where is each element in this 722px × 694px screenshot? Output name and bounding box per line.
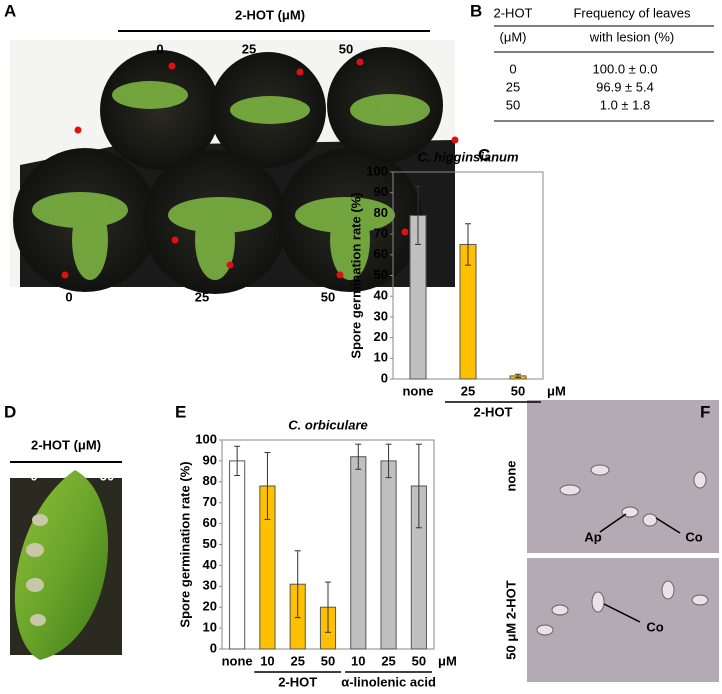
annotation: Ap [584, 529, 601, 544]
y-tick-label: 50 [203, 536, 217, 551]
table-cell: 50 [506, 97, 520, 112]
x-tick-label: 10 [260, 653, 274, 668]
unit-label: μM [438, 653, 457, 668]
y-tick-label: 70 [374, 226, 388, 241]
plant-photo [10, 40, 459, 294]
y-tick-label: 80 [374, 205, 388, 220]
unit-label: μM [547, 383, 566, 398]
y-tick-label: 10 [374, 350, 388, 365]
x-tick-label: 25 [381, 653, 395, 668]
table-header: with lesion (%) [589, 29, 675, 44]
panel-label: B [470, 1, 482, 20]
y-tick-label: 30 [203, 578, 217, 593]
bar [350, 456, 367, 650]
table-cell: 0 [509, 61, 516, 76]
panel-label: D [4, 402, 16, 421]
y-tick-label: 60 [203, 515, 217, 530]
table-cell: 25 [506, 79, 520, 94]
chart-title: C. orbiculare [288, 417, 367, 432]
x-tick-label: 50 [412, 653, 426, 668]
table-header: 2-HOT [494, 5, 533, 20]
dose-label: 25 [242, 41, 256, 56]
table-cell: 1.0 ± 1.8 [600, 97, 651, 112]
x-tick-label: 50 [511, 383, 525, 398]
x-tick-label: 50 [321, 653, 335, 668]
table-header: Frequency of leaves [573, 5, 691, 20]
annotation: Co [646, 619, 663, 634]
bar [380, 460, 397, 650]
dose-label: 50 [100, 468, 114, 483]
table-cell: 100.0 ± 0.0 [593, 61, 658, 76]
dose-label: 0 [156, 41, 163, 56]
x-tick-label: 25 [461, 383, 475, 398]
bar [229, 460, 246, 650]
panel-label: A [4, 1, 16, 20]
y-tick-label: 90 [374, 184, 388, 199]
y-tick-label: 40 [374, 288, 388, 303]
row-label: 50 μM 2-HOT [503, 580, 518, 660]
leaf-photo [10, 470, 122, 660]
y-tick-label: 30 [374, 308, 388, 323]
y-tick-label: 100 [366, 163, 388, 178]
dose-label: 50 [339, 41, 353, 56]
x-tick-label: 25 [290, 653, 304, 668]
y-tick-label: 50 [374, 267, 388, 282]
table-header: (μM) [500, 29, 527, 44]
x-tick-label: none [402, 383, 433, 398]
chart-title: C. higginsianum [417, 149, 519, 164]
y-tick-label: 20 [374, 329, 388, 344]
group-label: α-linolenic acid [341, 674, 436, 689]
dose-label: 0 [30, 468, 37, 483]
y-tick-label: 40 [203, 557, 217, 572]
panel-title: 2-HOT (μM) [31, 437, 101, 452]
y-tick-label: 90 [203, 452, 217, 467]
group-label: 2-HOT [278, 674, 317, 689]
dose-label: 25 [195, 289, 209, 304]
panel-label: E [175, 402, 186, 421]
y-tick-label: 60 [374, 246, 388, 261]
micrograph [527, 400, 719, 682]
y-tick-label: 70 [203, 494, 217, 509]
x-tick-label: none [222, 653, 253, 668]
y-tick-label: 20 [203, 599, 217, 614]
y-tick-label: 80 [203, 473, 217, 488]
dose-label: 50 [321, 289, 335, 304]
y-tick-label: 10 [203, 620, 217, 635]
table-cell: 96.9 ± 5.4 [596, 79, 654, 94]
panel-label: C [478, 145, 490, 164]
x-tick-label: 10 [351, 653, 365, 668]
annotation: Co [685, 529, 702, 544]
y-axis-label: Spore germination rate (%) [348, 192, 363, 358]
y-tick-label: 100 [195, 431, 217, 446]
dose-label: 0 [65, 289, 72, 304]
panel-label: F [700, 402, 710, 421]
y-tick-label: 0 [210, 640, 217, 655]
panel-title: 2-HOT (μM) [235, 7, 305, 22]
row-label: none [503, 460, 518, 491]
y-axis-label: Spore germination rate (%) [177, 461, 192, 627]
y-tick-label: 0 [381, 370, 388, 385]
group-label: 2-HOT [474, 404, 513, 419]
